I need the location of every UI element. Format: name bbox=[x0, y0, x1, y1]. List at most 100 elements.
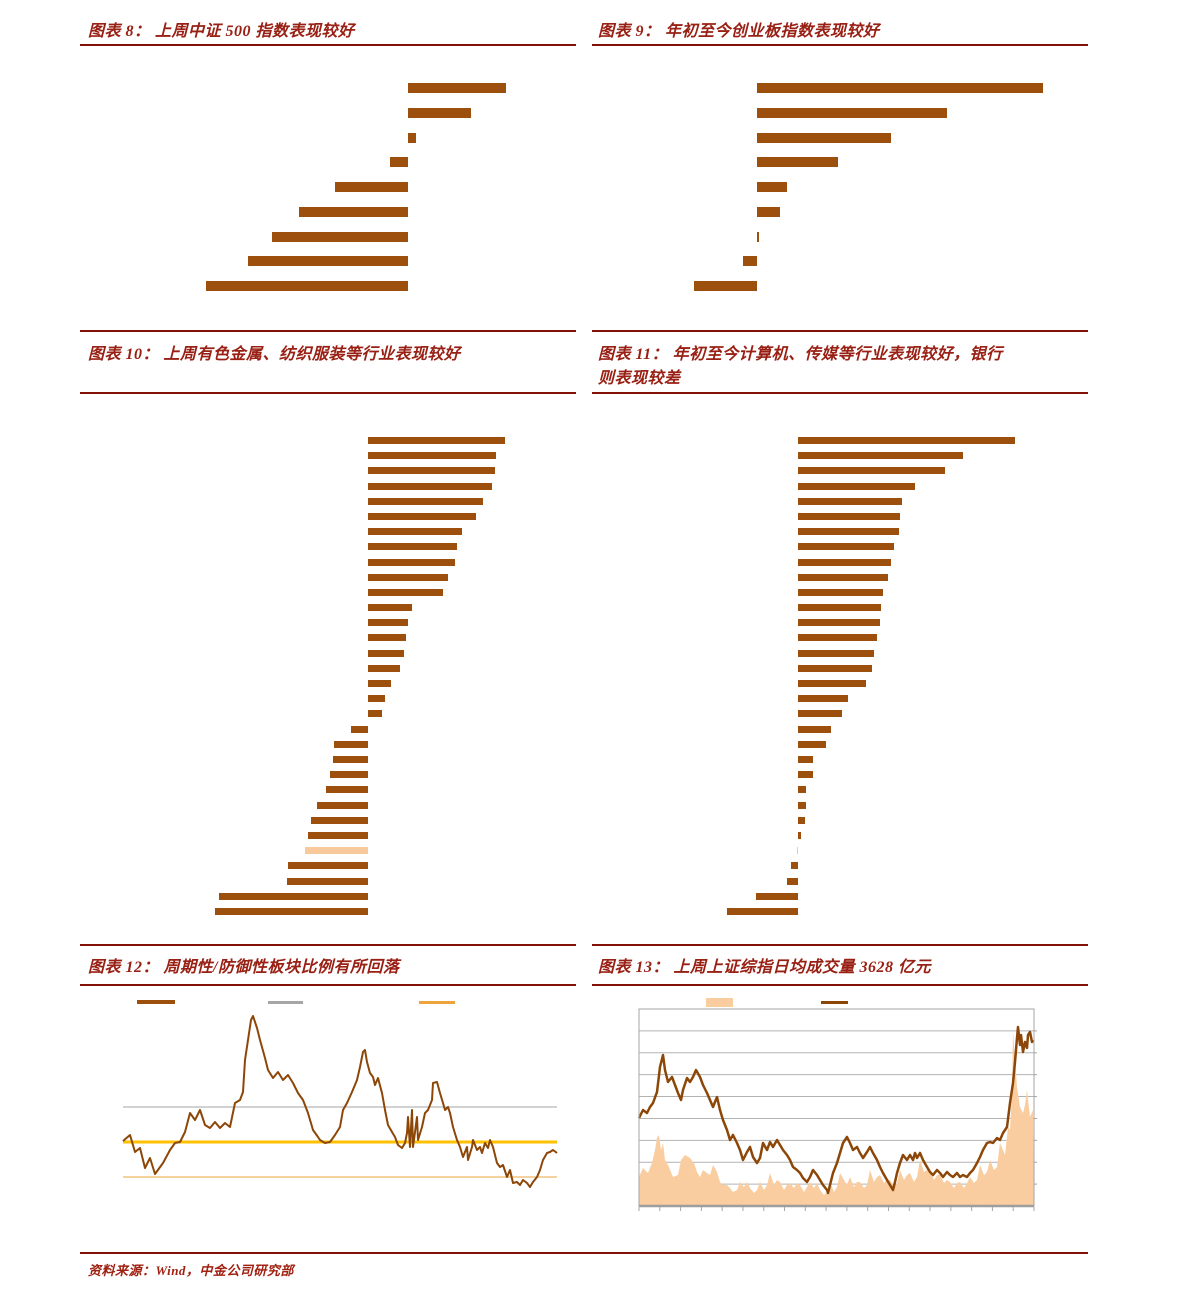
bar bbox=[757, 207, 780, 217]
bar bbox=[798, 604, 881, 611]
bar bbox=[368, 513, 476, 520]
fig12-svg bbox=[122, 1015, 558, 1188]
bar bbox=[798, 802, 806, 809]
bar bbox=[335, 182, 408, 192]
bar bbox=[787, 878, 798, 885]
figure-11-title-underline bbox=[592, 392, 1088, 394]
figure-12-legend-key-lower-band bbox=[419, 1001, 455, 1004]
bar bbox=[368, 452, 496, 459]
bar bbox=[288, 862, 368, 869]
bar bbox=[798, 559, 891, 566]
series-daily-turnover-area bbox=[639, 1032, 1034, 1206]
source-note: 资料来源：Wind，中金公司研究部 bbox=[88, 1263, 294, 1278]
bar bbox=[368, 437, 505, 444]
bar bbox=[368, 634, 406, 641]
bar bbox=[727, 908, 798, 915]
bar bbox=[757, 157, 838, 167]
bar bbox=[408, 108, 471, 118]
bar bbox=[798, 695, 848, 702]
series-cyclical-defensive-ratio bbox=[122, 1015, 558, 1188]
bar bbox=[272, 232, 408, 242]
bar bbox=[798, 726, 831, 733]
figure-12-title-underline bbox=[80, 984, 576, 986]
bar bbox=[330, 771, 368, 778]
figure-8-bar-chart bbox=[80, 83, 576, 293]
bar bbox=[317, 802, 368, 809]
figure-10-title-underline bbox=[80, 392, 576, 394]
bar bbox=[408, 133, 416, 143]
bar bbox=[798, 756, 813, 763]
bar bbox=[299, 207, 408, 217]
bar bbox=[368, 498, 483, 505]
bar bbox=[215, 908, 368, 915]
bar bbox=[694, 281, 757, 291]
bar bbox=[368, 604, 412, 611]
bar bbox=[798, 786, 806, 793]
bar bbox=[333, 756, 368, 763]
figure-9-bottom-rule bbox=[592, 330, 1088, 332]
figure-11-title-line1: 图表 11： 年初至今计算机、传媒等行业表现较好，银行 bbox=[598, 346, 1003, 363]
bar bbox=[798, 832, 801, 839]
figure-11-bottom-rule bbox=[592, 944, 1088, 946]
bar bbox=[757, 108, 947, 118]
bar bbox=[798, 741, 826, 748]
bar bbox=[798, 619, 880, 626]
figure-13-area-chart bbox=[590, 995, 1090, 1250]
bar bbox=[798, 817, 805, 824]
series-shanghai-composite-line bbox=[637, 1025, 1035, 1195]
figure-9-title-underline bbox=[592, 44, 1088, 46]
bar bbox=[743, 256, 757, 266]
bar bbox=[798, 452, 963, 459]
figure-11-bar-chart bbox=[592, 437, 1088, 919]
footer-rule bbox=[80, 1252, 1088, 1254]
figure-9-bar-chart bbox=[592, 83, 1088, 293]
bar bbox=[248, 256, 408, 266]
bar bbox=[798, 634, 877, 641]
figure-8-title-underline bbox=[80, 44, 576, 46]
figure-12-legend-key-ratio-line bbox=[137, 1000, 175, 1004]
bar bbox=[757, 133, 891, 143]
bar bbox=[408, 83, 506, 93]
bar bbox=[368, 483, 492, 490]
bar bbox=[798, 528, 899, 535]
bar bbox=[757, 182, 787, 192]
bar bbox=[368, 467, 495, 474]
bar bbox=[798, 498, 902, 505]
figure-13-title-underline bbox=[592, 984, 1088, 986]
bar bbox=[287, 878, 368, 885]
bar bbox=[368, 619, 408, 626]
bar bbox=[334, 741, 368, 748]
figure-9-title: 图表 9： 年初至今创业板指数表现较好 bbox=[598, 23, 880, 40]
bar bbox=[351, 726, 368, 733]
bar bbox=[390, 157, 408, 167]
bar bbox=[368, 528, 462, 535]
bar bbox=[368, 559, 455, 566]
bar bbox=[368, 589, 443, 596]
figure-13-legend-key-volume-area bbox=[706, 998, 733, 1007]
bar bbox=[326, 786, 368, 793]
bar bbox=[311, 817, 368, 824]
bar bbox=[798, 665, 872, 672]
figure-8-title: 图表 8： 上周中证 500 指数表现较好 bbox=[88, 23, 355, 40]
bar bbox=[798, 513, 900, 520]
bar bbox=[206, 281, 408, 291]
bar bbox=[368, 665, 400, 672]
bar bbox=[305, 847, 368, 854]
bar bbox=[797, 847, 798, 854]
bar bbox=[798, 650, 874, 657]
figure-13-title: 图表 13： 上周上证综指日均成交量 3628 亿元 bbox=[598, 959, 932, 976]
figure-12-title: 图表 12： 周期性/防御性板块比例有所回落 bbox=[88, 959, 400, 976]
bar bbox=[756, 893, 798, 900]
figure-12-legend-key-upper-band bbox=[268, 1001, 303, 1004]
bar bbox=[368, 650, 404, 657]
bar bbox=[368, 680, 391, 687]
figure-8-bottom-rule bbox=[80, 330, 576, 332]
bar bbox=[798, 574, 888, 581]
bar bbox=[798, 483, 915, 490]
figure-13-legend-key-index-line bbox=[821, 1001, 848, 1004]
bar bbox=[219, 893, 368, 900]
bar bbox=[368, 574, 448, 581]
bar bbox=[368, 695, 385, 702]
figure-10-bar-chart bbox=[80, 437, 576, 919]
